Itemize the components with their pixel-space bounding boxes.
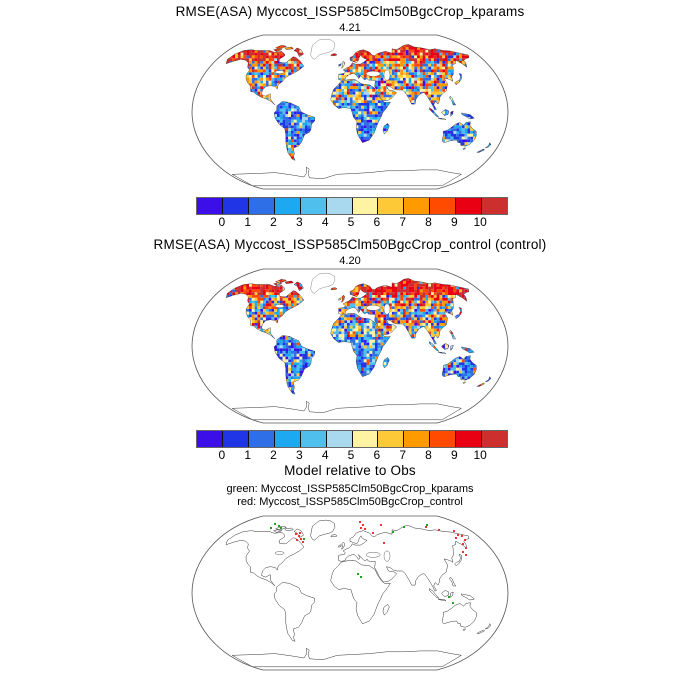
panel3-title: Model relative to Obs	[284, 463, 416, 478]
colorbar-segment	[456, 431, 483, 447]
black-sea	[365, 552, 381, 558]
colorbar-segment	[430, 198, 457, 214]
colorbar-segment	[197, 198, 223, 214]
colorbar-segment	[274, 431, 301, 447]
rmse-map-control	[191, 265, 509, 427]
colorbar-tick-label: 0	[218, 215, 226, 229]
colorbar-tick-label: 2	[270, 215, 277, 229]
antarctica-outline	[231, 647, 463, 668]
colorbar-tick-label: 3	[295, 215, 303, 229]
colorbar-tick-label: 5	[347, 448, 355, 462]
great-lakes	[274, 304, 285, 308]
antarctica-outline	[231, 400, 463, 421]
greenland-outline	[310, 272, 336, 294]
great-lakes	[274, 70, 285, 74]
colorbar-tick-label: 2	[270, 448, 277, 462]
colorbar-tick-label: 1	[244, 215, 252, 229]
colorbar-labels-control: 0 1 2 3 4 5 6 7 8 9 10	[196, 448, 506, 462]
rmse-map-kparams	[191, 31, 509, 193]
black-sea	[365, 71, 381, 77]
panel2-stat-value: 4.20	[339, 255, 361, 267]
colorbar-labels-kparams: 0 1 2 3 4 5 6 7 8 9 10	[196, 215, 506, 229]
caspian-sea	[383, 303, 391, 315]
colorbar-segment	[222, 431, 249, 447]
caspian-sea	[383, 550, 391, 562]
colorbar-tick-label: 6	[373, 448, 381, 462]
colorbar-tick-label: 7	[399, 448, 407, 462]
panel1-title: RMSE(ASA) Myccost_ISSP585Clm50BgcCrop_kp…	[175, 4, 525, 19]
greenland-outline	[310, 38, 336, 60]
colorbar-tick-label: 8	[425, 448, 432, 462]
colorbar-tick-label: 8	[425, 215, 432, 229]
colorbar-segment	[430, 431, 457, 447]
model-vs-obs-map	[191, 512, 509, 674]
colorbar-tick-label: 6	[373, 215, 381, 229]
colorbar-segment	[404, 198, 431, 214]
colorbar-segment	[378, 198, 405, 214]
colorbar-segment	[197, 431, 223, 447]
colorbar-segment	[378, 431, 405, 447]
panel2-title: RMSE(ASA) Myccost_ISSP585Clm50BgcCrop_co…	[153, 237, 547, 252]
colorbar-segment	[300, 198, 327, 214]
colorbar-tick-label: 10	[473, 448, 487, 462]
colorbar-tick-label: 5	[347, 215, 355, 229]
colorbar-tick-label: 4	[321, 215, 329, 229]
colorbar-tick-label: 3	[295, 448, 303, 462]
panel1-stat-value: 4.21	[339, 22, 361, 34]
black-sea	[365, 305, 381, 311]
colorbar-control	[196, 430, 508, 448]
caspian-sea	[383, 69, 391, 81]
colorbar-segment	[456, 198, 483, 214]
antarctica-outline	[231, 166, 463, 187]
colorbar-segment	[222, 198, 249, 214]
greenland-outline	[310, 519, 336, 541]
world-map-heatmap	[191, 268, 509, 424]
colorbar-segment	[352, 431, 379, 447]
colorbar-tick-label: 0	[218, 448, 226, 462]
colorbar-segment	[248, 198, 275, 214]
world-map-points	[191, 515, 509, 671]
colorbar-segment	[352, 198, 379, 214]
colorbar-tick-label: 9	[450, 448, 458, 462]
colorbar-segment	[482, 198, 508, 214]
colorbar-tick-label: 1	[244, 448, 252, 462]
colorbar-segment	[274, 198, 301, 214]
panel3-legend-red: red: Myccost_ISSP585Clm50BgcCrop_control	[237, 496, 463, 508]
panel3-legend-green: green: Myccost_ISSP585Clm50BgcCrop_kpara…	[226, 483, 474, 495]
great-lakes	[274, 551, 285, 555]
colorbar-segment	[326, 198, 353, 214]
colorbar-kparams	[196, 197, 508, 215]
colorbar-segment	[404, 431, 431, 447]
colorbar-segment	[300, 431, 327, 447]
colorbar-tick-label: 7	[399, 215, 407, 229]
colorbar-tick-label: 4	[321, 448, 329, 462]
colorbar-segment	[248, 431, 275, 447]
colorbar-segment	[482, 431, 508, 447]
colorbar-tick-label: 10	[473, 215, 487, 229]
colorbar-tick-label: 9	[450, 215, 458, 229]
world-map-heatmap	[191, 34, 509, 190]
colorbar-segment	[326, 431, 353, 447]
